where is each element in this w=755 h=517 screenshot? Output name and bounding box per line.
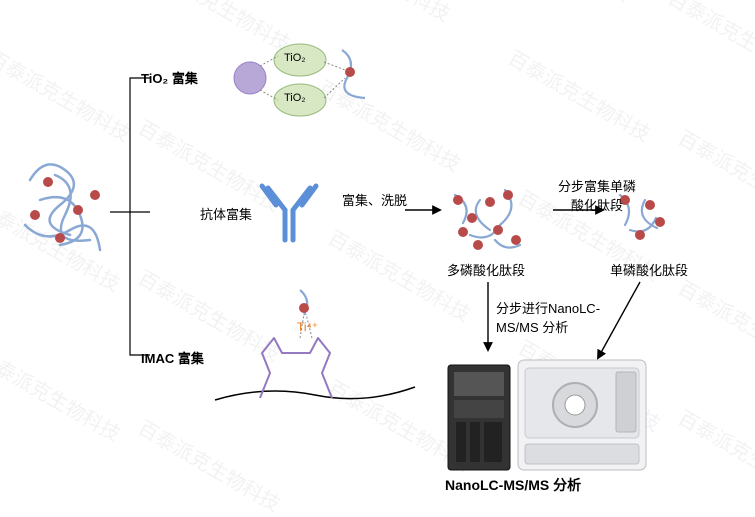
tio2-enrich-label: TiO₂ 富集 <box>141 68 198 87</box>
multi-phospho-peptides <box>453 190 521 250</box>
mono-phospho-label: 单磷酸化肽段 <box>610 260 688 279</box>
enrich-elute-label: 富集、洗脱 <box>342 190 407 209</box>
nanolc-instrument <box>448 365 510 470</box>
antibody-enrich-label: 抗体富集 <box>200 204 252 223</box>
multi-phospho-label: 多磷酸化肽段 <box>447 260 525 279</box>
tio2-label-a: TiO₂ <box>284 52 306 64</box>
bracket <box>110 78 150 355</box>
imac-group <box>215 290 415 400</box>
nanolc-title: NanoLC-MS/MS 分析 <box>445 475 581 495</box>
workflow-diagram <box>0 0 755 503</box>
tio2-label-b: TiO₂ <box>284 92 306 104</box>
stepwise-enrich-label: 分步富集单磷 酸化肽段 <box>558 176 636 214</box>
ms-instrument <box>518 360 646 470</box>
ti-ion-label: Ti⁴⁺ <box>297 320 318 334</box>
antibody-icon <box>262 186 316 240</box>
stepwise-nanolc-label: 分步进行NanoLC- MS/MS 分析 <box>496 298 600 336</box>
imac-enrich-label: IMAC 富集 <box>141 348 204 367</box>
